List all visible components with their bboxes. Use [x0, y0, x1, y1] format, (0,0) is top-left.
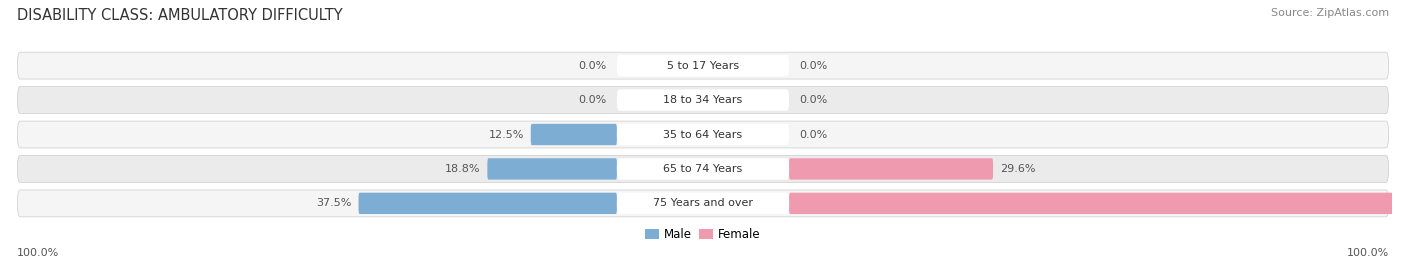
- Text: 0.0%: 0.0%: [578, 95, 606, 105]
- Text: 65 to 74 Years: 65 to 74 Years: [664, 164, 742, 174]
- FancyBboxPatch shape: [789, 158, 993, 180]
- Text: 5 to 17 Years: 5 to 17 Years: [666, 61, 740, 71]
- Text: 29.6%: 29.6%: [1000, 164, 1035, 174]
- Text: 0.0%: 0.0%: [800, 129, 828, 140]
- Text: 18 to 34 Years: 18 to 34 Years: [664, 95, 742, 105]
- Text: DISABILITY CLASS: AMBULATORY DIFFICULTY: DISABILITY CLASS: AMBULATORY DIFFICULTY: [17, 8, 343, 23]
- Text: 100.0%: 100.0%: [17, 248, 59, 258]
- FancyBboxPatch shape: [17, 87, 1389, 114]
- Text: 75 Years and over: 75 Years and over: [652, 198, 754, 208]
- FancyBboxPatch shape: [17, 52, 1389, 79]
- FancyBboxPatch shape: [617, 158, 789, 180]
- Text: Source: ZipAtlas.com: Source: ZipAtlas.com: [1271, 8, 1389, 18]
- FancyBboxPatch shape: [359, 193, 617, 214]
- Text: 0.0%: 0.0%: [800, 95, 828, 105]
- FancyBboxPatch shape: [789, 193, 1406, 214]
- FancyBboxPatch shape: [488, 158, 617, 180]
- FancyBboxPatch shape: [617, 55, 789, 76]
- Text: 12.5%: 12.5%: [488, 129, 524, 140]
- FancyBboxPatch shape: [531, 124, 617, 145]
- FancyBboxPatch shape: [617, 124, 789, 145]
- Text: 0.0%: 0.0%: [800, 61, 828, 71]
- Text: 18.8%: 18.8%: [444, 164, 481, 174]
- Text: 35 to 64 Years: 35 to 64 Years: [664, 129, 742, 140]
- FancyBboxPatch shape: [17, 121, 1389, 148]
- Text: 0.0%: 0.0%: [578, 61, 606, 71]
- Text: 100.0%: 100.0%: [1347, 248, 1389, 258]
- FancyBboxPatch shape: [617, 89, 789, 111]
- Text: 37.5%: 37.5%: [316, 198, 352, 208]
- Legend: Male, Female: Male, Female: [641, 223, 765, 246]
- FancyBboxPatch shape: [17, 190, 1389, 217]
- FancyBboxPatch shape: [17, 155, 1389, 182]
- FancyBboxPatch shape: [617, 193, 789, 214]
